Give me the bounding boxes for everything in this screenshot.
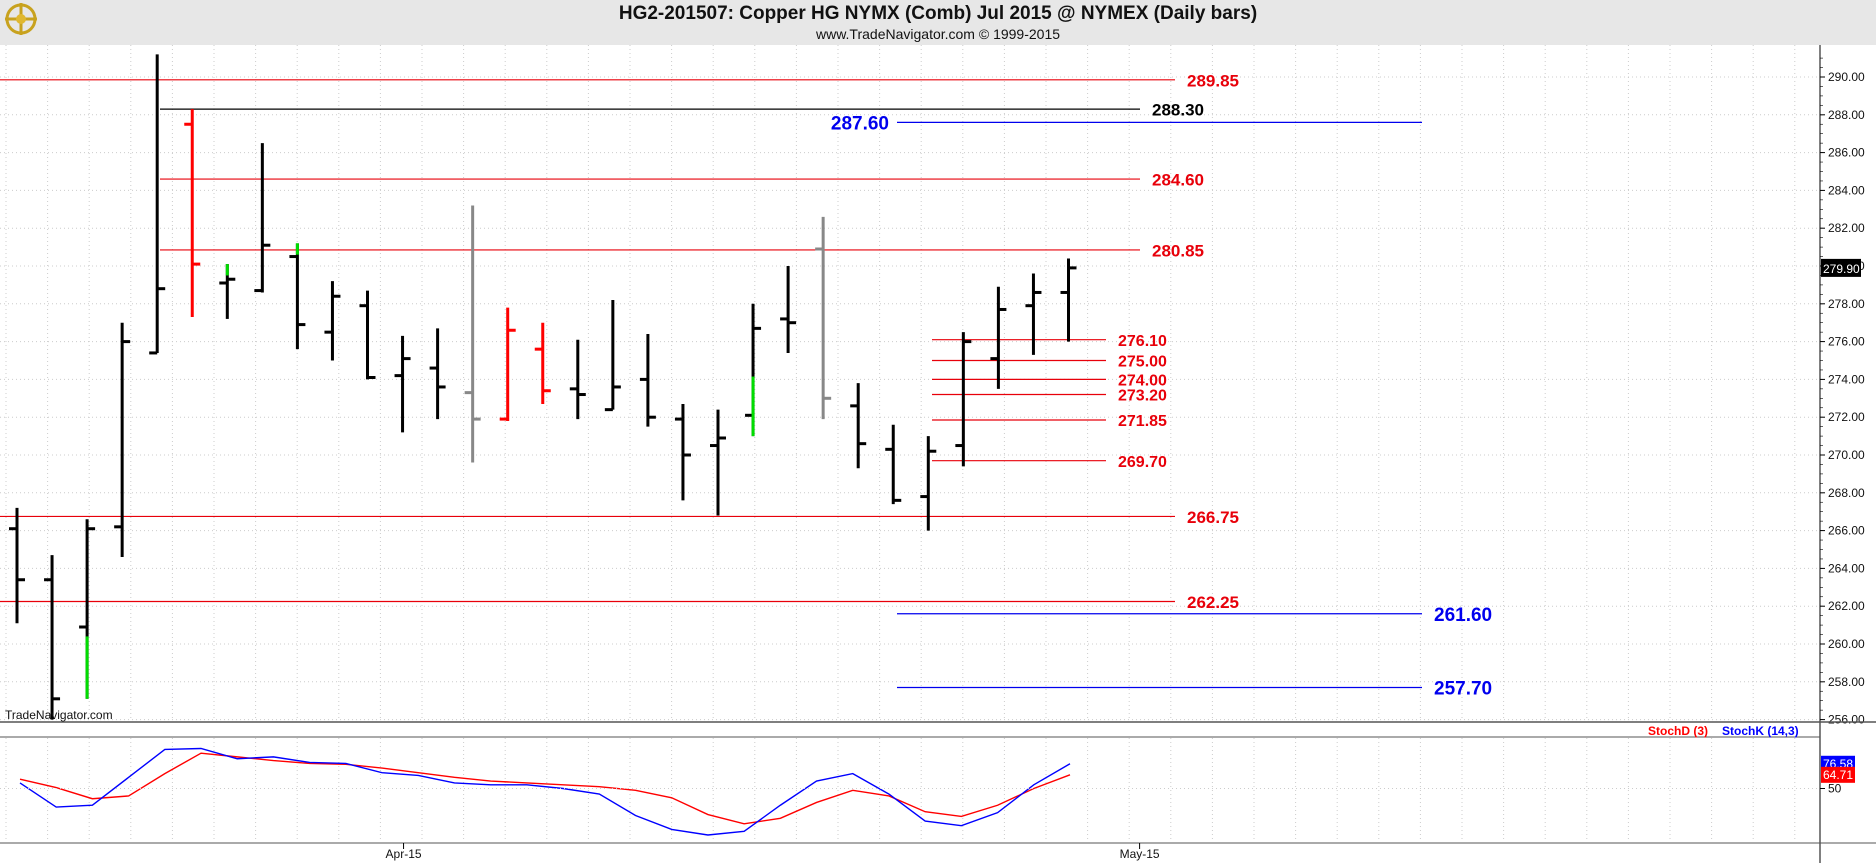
y-tick-label: 290.00 (1828, 70, 1865, 84)
y-tick-label: 278.00 (1828, 297, 1865, 311)
ohlc-bar (604, 300, 621, 412)
ohlc-bar (289, 243, 306, 350)
last-price-box (1821, 258, 1861, 277)
level-label-274.00: 274.00 (1118, 372, 1167, 389)
y-tick-label: 266.00 (1828, 524, 1865, 538)
level-label-288.30: 288.30 (1152, 101, 1204, 120)
y-tick-label: 258.00 (1828, 675, 1865, 689)
ohlc-bar (149, 54, 166, 355)
y-tick-label: 272.00 (1828, 410, 1865, 424)
ohlc-bar (464, 205, 481, 463)
y-tick-label: 260.00 (1828, 637, 1865, 651)
y-tick-label: 286.00 (1828, 146, 1865, 160)
level-label-269.70: 269.70 (1118, 454, 1167, 471)
y-tick-label: 274.00 (1828, 372, 1865, 386)
ohlc-bar (780, 266, 797, 353)
ohlc-bar (534, 322, 551, 404)
watermark-text: TradeNavigator.com (5, 708, 113, 722)
level-label-280.85: 280.85 (1152, 241, 1204, 260)
ohlc-bar (885, 424, 902, 505)
navigator-logo-icon (5, 3, 37, 35)
y-tick-label: 268.00 (1828, 486, 1865, 500)
ohlc-bar (745, 303, 762, 437)
last-price-label: 279.90 (1823, 262, 1860, 276)
chart-title: HG2-201507: Copper HG NYMX (Comb) Jul 20… (618, 3, 1258, 24)
ohlc-bar (990, 286, 1007, 389)
y-tick-label: 288.00 (1828, 108, 1865, 122)
level-label-273.20: 273.20 (1118, 388, 1167, 405)
ohlc-bar (184, 109, 201, 318)
ohlc-bar (219, 264, 236, 319)
ohlc-bar (499, 307, 516, 421)
level-label-262.25: 262.25 (1187, 593, 1239, 612)
level-label-261.60: 261.60 (1434, 605, 1492, 626)
level-label-287.60: 287.60 (831, 114, 889, 135)
stoch-legend-d: StochD (3) (1648, 724, 1708, 738)
ohlc-bar (394, 335, 411, 433)
y-tick-label: 262.00 (1828, 599, 1865, 613)
ohlc-bar (674, 403, 691, 501)
y-tick-label: 284.00 (1828, 183, 1865, 197)
level-label-266.75: 266.75 (1187, 508, 1239, 527)
price-bars (9, 54, 1077, 720)
stoch-d-value: 64.71 (1823, 768, 1853, 782)
ohlc-bar (569, 339, 586, 420)
ohlc-bar (1025, 273, 1042, 355)
chart-header (0, 0, 1876, 45)
x-tick-label: Apr-15 (386, 847, 422, 861)
chart-subtitle: www.TradeNavigator.com © 1999-2015 (815, 26, 1061, 42)
level-label-284.60: 284.60 (1152, 171, 1204, 190)
ohlc-bar (1060, 258, 1077, 342)
stoch-d-value-box (1821, 766, 1855, 783)
ohlc-bar (710, 409, 726, 516)
level-label-276.10: 276.10 (1118, 333, 1167, 350)
ohlc-bar (359, 290, 376, 380)
y-tick-label: 276.00 (1828, 335, 1865, 349)
y-tick-label: 264.00 (1828, 561, 1865, 575)
x-tick-label: May-15 (1120, 847, 1160, 861)
ohlc-bar (850, 383, 867, 469)
grid-lines (0, 45, 1820, 842)
ohlc-bar (114, 322, 131, 558)
stoch-tick-label: 50 (1828, 782, 1842, 796)
y-tick-label: 270.00 (1828, 448, 1865, 462)
date-axis: Apr-15 May-15 (386, 843, 1160, 861)
y-tick-label: 282.00 (1828, 221, 1865, 235)
level-label-289.85: 289.85 (1187, 71, 1239, 90)
ohlc-bar (815, 216, 832, 420)
stoch-legend-k: StochK (14,3) (1722, 724, 1799, 738)
plot-area (0, 45, 1820, 863)
y-tick-label: 256.00 (1828, 713, 1865, 727)
ohlc-bar (254, 143, 271, 293)
ohlc-bar (44, 555, 61, 720)
ohlc-bar (429, 328, 446, 420)
support-resistance-levels: 289.85 288.30 287.60 284.60 280.85 276.10 275.… (0, 71, 1492, 700)
ohlc-bar (955, 332, 972, 467)
ohlc-bar (79, 519, 96, 699)
level-label-275.00: 275.00 (1118, 354, 1167, 371)
level-label-257.70: 257.70 (1434, 679, 1492, 700)
level-label-271.85: 271.85 (1118, 413, 1167, 430)
ohlc-bar (9, 507, 25, 624)
stoch-line-blue (19, 747, 1071, 836)
ohlc-bar (920, 436, 937, 531)
ohlc-bar (324, 281, 341, 361)
price-axis: 290.00288.00286.00284.00282.00280.00278.… (0, 45, 1876, 863)
ohlc-bar (639, 334, 656, 427)
